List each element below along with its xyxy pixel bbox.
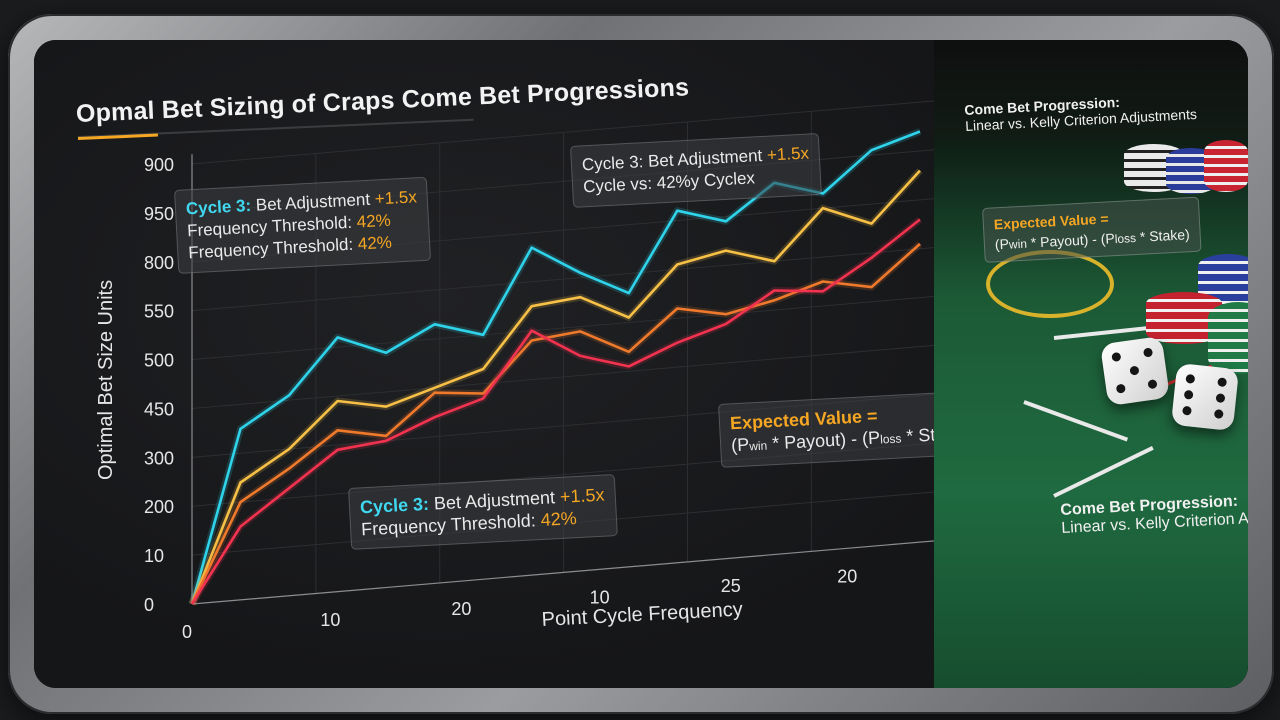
y-axis-label: Optimal Bet Size Units bbox=[95, 280, 117, 480]
y-tick-label: 300 bbox=[144, 448, 174, 468]
y-tick-label: 200 bbox=[144, 497, 174, 517]
chip-stack-green bbox=[1208, 302, 1248, 374]
chart-panel: Opmal Bet Sizing of Craps Come Bet Progr… bbox=[34, 40, 1050, 688]
box1-percent-1: 42% bbox=[356, 210, 392, 232]
grid-line-h bbox=[191, 244, 961, 312]
felt-line-2 bbox=[1023, 400, 1129, 442]
die-right bbox=[1170, 362, 1240, 432]
y-tick-labels: 0 10 200 300 450 500 550 800 950 900 bbox=[144, 155, 174, 615]
box2-multiplier: +1.5x bbox=[766, 143, 810, 165]
chip-stack-back-3 bbox=[1204, 140, 1248, 192]
x-tick-label: 20 bbox=[451, 599, 471, 619]
y-tick-label: 10 bbox=[144, 546, 164, 566]
grid-line-h bbox=[191, 342, 961, 409]
box3-cycle: Cycle 3: bbox=[359, 493, 430, 518]
y-tick-label: 950 bbox=[144, 204, 174, 224]
grid-line-h bbox=[191, 98, 961, 165]
y-tick-label: 450 bbox=[144, 399, 174, 419]
series-line-3 bbox=[190, 218, 921, 605]
x-tick-label: 0 bbox=[182, 622, 192, 642]
x-tick-label: 20 bbox=[837, 566, 857, 586]
x-tick-label: 10 bbox=[590, 587, 610, 607]
y-tick-label: 800 bbox=[144, 253, 174, 273]
table-back-shadow bbox=[934, 40, 1248, 150]
tablet-screen: Opmal Bet Sizing of Craps Come Bet Progr… bbox=[34, 40, 1248, 688]
box1-percent-2: 42% bbox=[357, 232, 393, 254]
x-axis-label: Point Cycle Frequency bbox=[541, 598, 743, 631]
y-tick-label: 550 bbox=[144, 302, 174, 322]
x-axis-line bbox=[191, 535, 991, 605]
series-line-1 bbox=[190, 169, 921, 605]
y-tick-label: 500 bbox=[144, 351, 174, 371]
annotation-box-1: Cycle 3: Bet Adjustment +1.5x Frequency … bbox=[174, 176, 432, 274]
line-chart: 0 10 200 300 450 500 550 800 950 900 0 10 20 10 25 20 2… bbox=[95, 98, 991, 642]
x-tick-label: 25 bbox=[721, 576, 741, 596]
box1-multiplier: +1.5x bbox=[374, 187, 418, 209]
side-bottom-heading: Come Bet Progression: Linear vs. Kelly C… bbox=[1060, 491, 1248, 538]
x-tick-labels: 0102010252024 bbox=[182, 556, 974, 642]
box3-multiplier: +1.5x bbox=[559, 484, 605, 507]
casino-photo-panel: Come Bet Progression: Linear vs. Kelly C… bbox=[934, 40, 1248, 688]
x-tick-label: 10 bbox=[320, 610, 340, 630]
grid-line-h bbox=[191, 293, 961, 361]
felt-line-3 bbox=[1053, 445, 1154, 498]
y-tick-label: 0 bbox=[144, 595, 154, 615]
annotation-box-2: Cycle 3: Bet Adjustment +1.5x Cycle vs: … bbox=[570, 132, 823, 208]
y-tick-label: 900 bbox=[144, 155, 174, 175]
die-left bbox=[1099, 335, 1171, 407]
box1-cycle: Cycle 3: bbox=[185, 195, 252, 219]
box3-percent: 42% bbox=[540, 508, 578, 530]
side-ev-box: Expected Value = (Pwin * Payout) - (Plos… bbox=[982, 196, 1202, 263]
